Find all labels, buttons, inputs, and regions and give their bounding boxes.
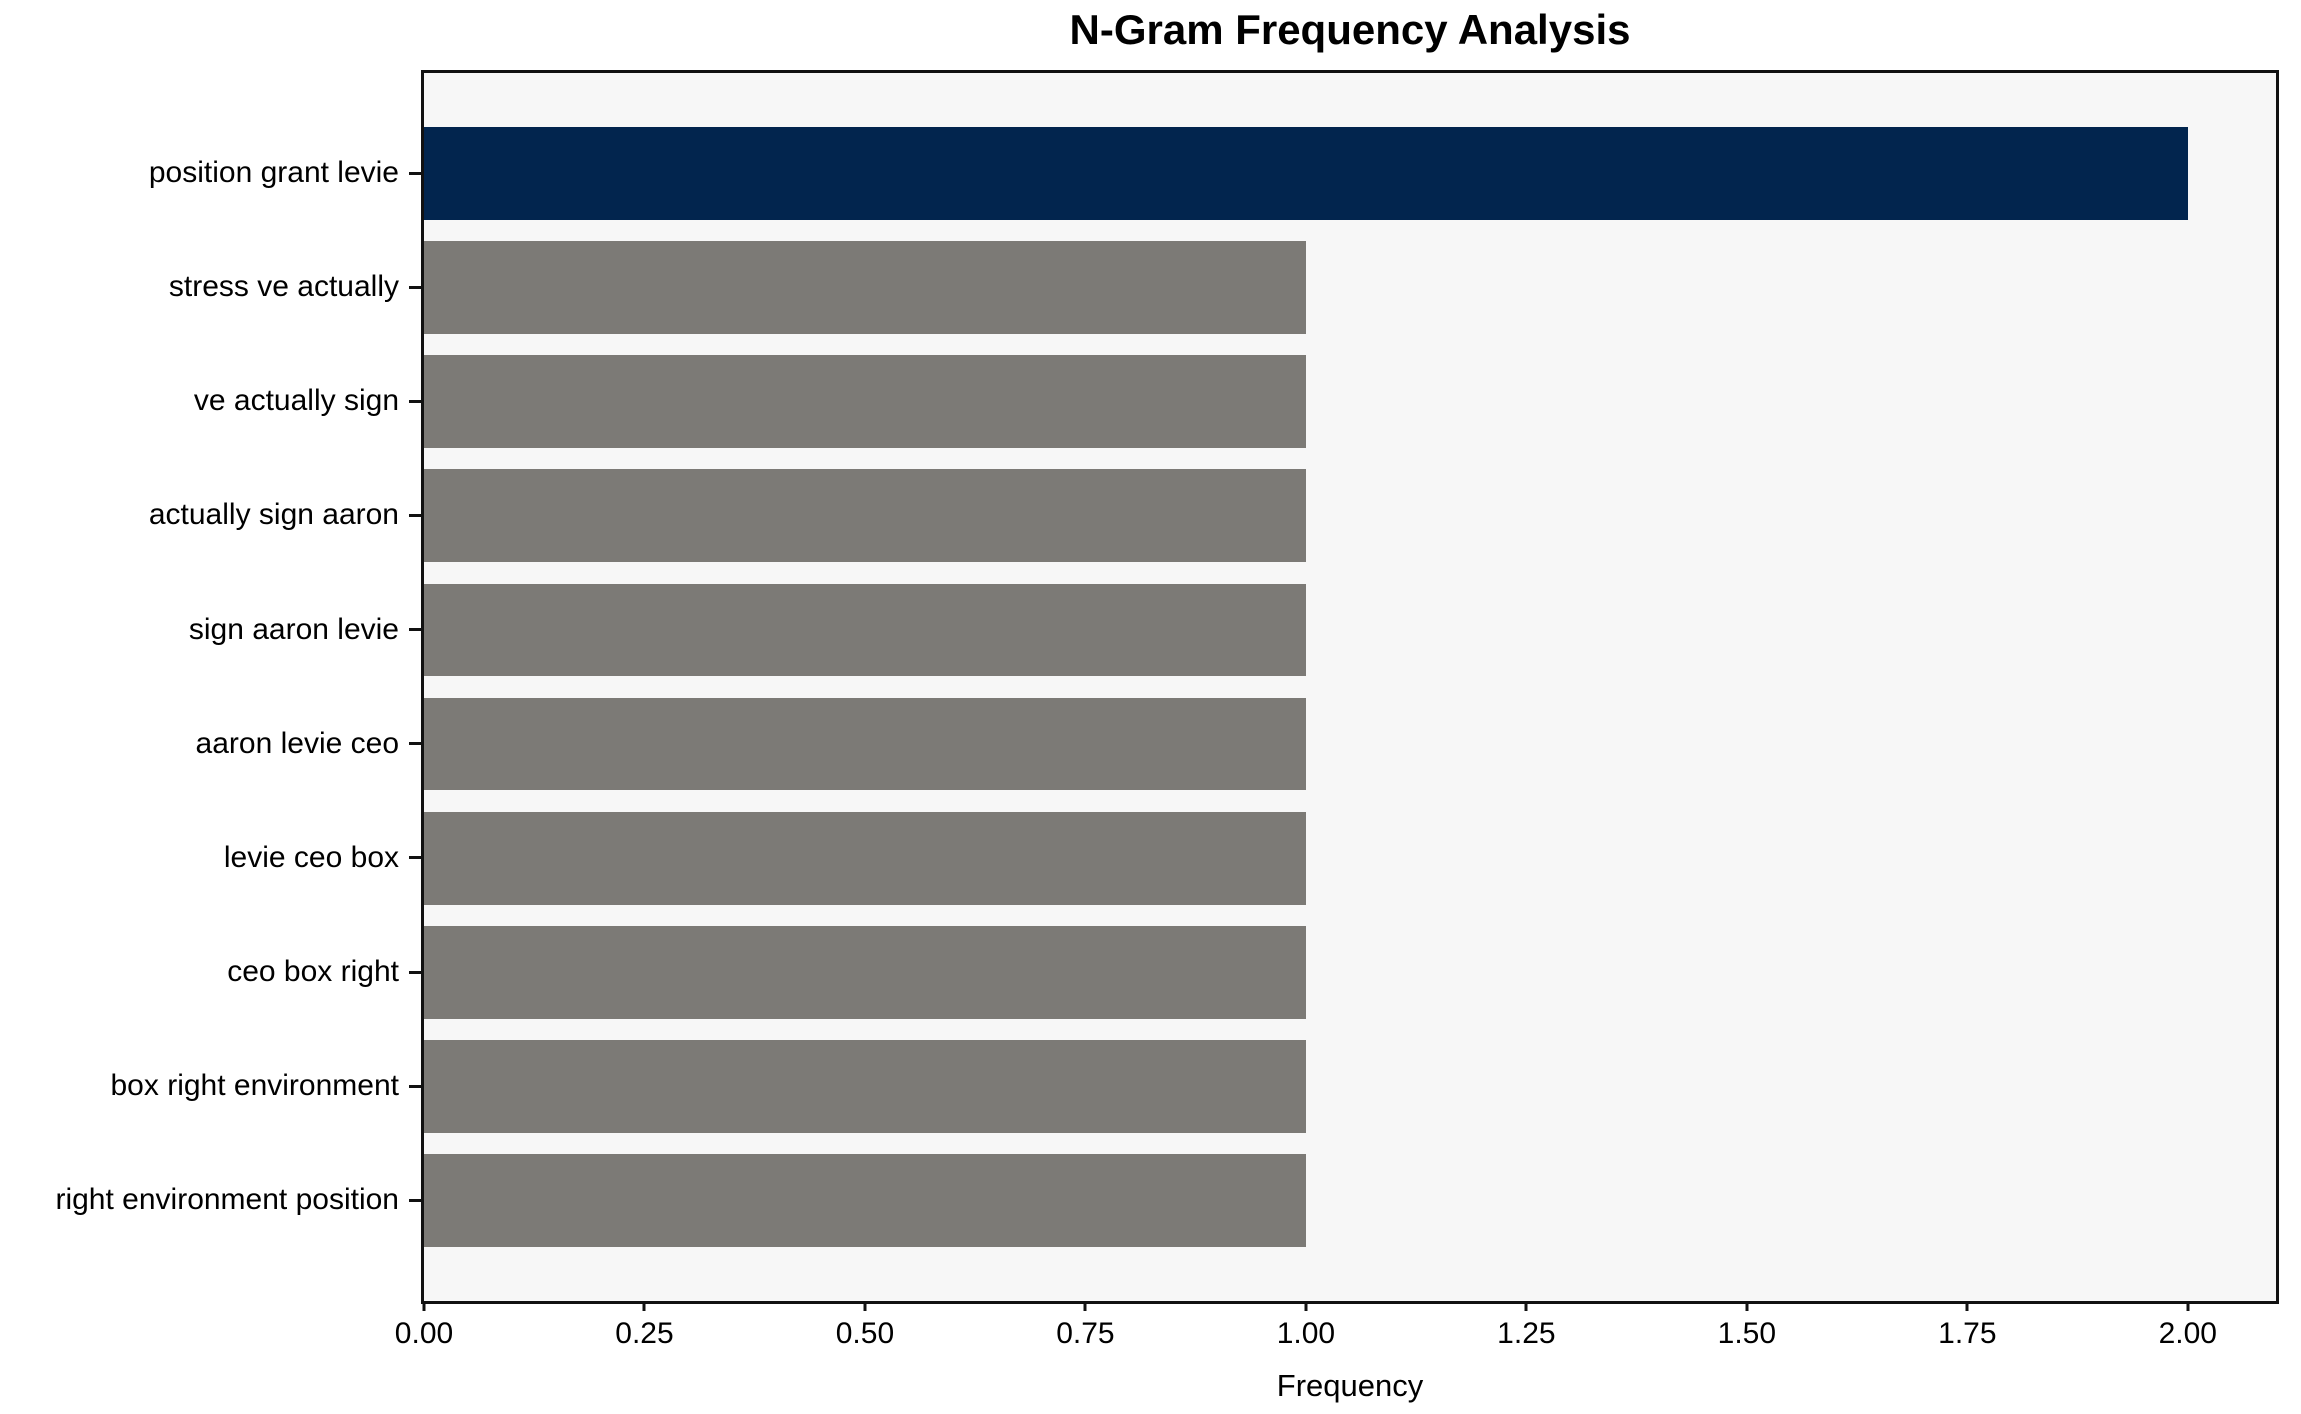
y-tick-label: levie ceo box (223, 840, 399, 874)
x-tick-mark (642, 1301, 646, 1311)
y-tick-mark (409, 742, 421, 746)
y-tick-label: aaron levie ceo (195, 726, 399, 760)
y-tick-label: ceo box right (227, 955, 399, 989)
x-tick-label: 0.25 (615, 1317, 674, 1350)
y-tick-mark (409, 1084, 421, 1088)
bar-ceo-box-right (424, 926, 1306, 1019)
bar-position-grant-levie (424, 127, 2188, 220)
bar-aaron-levie-ceo (424, 697, 1306, 791)
y-tick-label: position grant levie (148, 156, 399, 189)
x-tick-label: 1.25 (1497, 1317, 1556, 1350)
bar-ve-actually-sign (424, 355, 1306, 448)
x-tick-label: 1.75 (1938, 1317, 1997, 1350)
y-tick-label: sign aaron levie (188, 612, 399, 646)
x-tick-mark (1304, 1301, 1308, 1311)
bar-right-environment-position (424, 1154, 1306, 1247)
bar-actually-sign-aaron (424, 469, 1306, 563)
x-tick-label: 1.00 (1276, 1317, 1336, 1350)
y-axis-labels: position grant levie stress ve actually ve… (0, 0, 399, 1414)
x-tick-mark (2186, 1301, 2190, 1311)
bar-sign-aaron-levie (424, 583, 1306, 677)
x-tick-mark (1745, 1301, 1749, 1311)
plot-area: 0.00 0.25 0.50 0.75 1.00 1.25 1.50 1.75 2.00 (395, 70, 2279, 1350)
y-tick-mark (409, 171, 421, 175)
y-tick-mark (409, 628, 421, 632)
y-tick-mark (409, 285, 421, 289)
bar-levie-ceo-box (424, 811, 1306, 905)
x-tick-mark (1524, 1301, 1528, 1311)
y-tick-mark (409, 856, 421, 860)
x-tick-label: 2.00 (2158, 1317, 2217, 1350)
x-tick-mark (422, 1301, 426, 1311)
y-tick-label: box right environment (110, 1069, 400, 1103)
x-axis-title: Frequency (1276, 1368, 1424, 1403)
y-tick-mark (409, 970, 421, 974)
x-tick-label: 1.50 (1717, 1317, 1777, 1350)
bar-box-right-environment (424, 1040, 1306, 1133)
chart-title: N-Gram Frequency Analysis (1069, 6, 1631, 53)
y-tick-label: right environment position (55, 1183, 399, 1217)
bars-container (424, 73, 2276, 1301)
y-tick-mark (409, 1198, 421, 1202)
x-tick-label: 0.00 (394, 1317, 454, 1350)
x-tick-label: 0.50 (835, 1317, 895, 1350)
y-tick-label: ve actually sign (193, 384, 399, 418)
y-tick-label: actually sign aaron (148, 498, 399, 532)
y-tick-mark (409, 399, 421, 403)
y-tick-label: stress ve actually (168, 270, 399, 304)
x-tick-mark (1965, 1301, 1969, 1311)
bar-stress-ve-actually (424, 241, 1306, 334)
y-tick-mark (409, 513, 421, 517)
x-tick-label: 0.75 (1056, 1317, 1115, 1350)
x-tick-mark (863, 1301, 867, 1311)
x-tick-mark (1083, 1301, 1087, 1311)
